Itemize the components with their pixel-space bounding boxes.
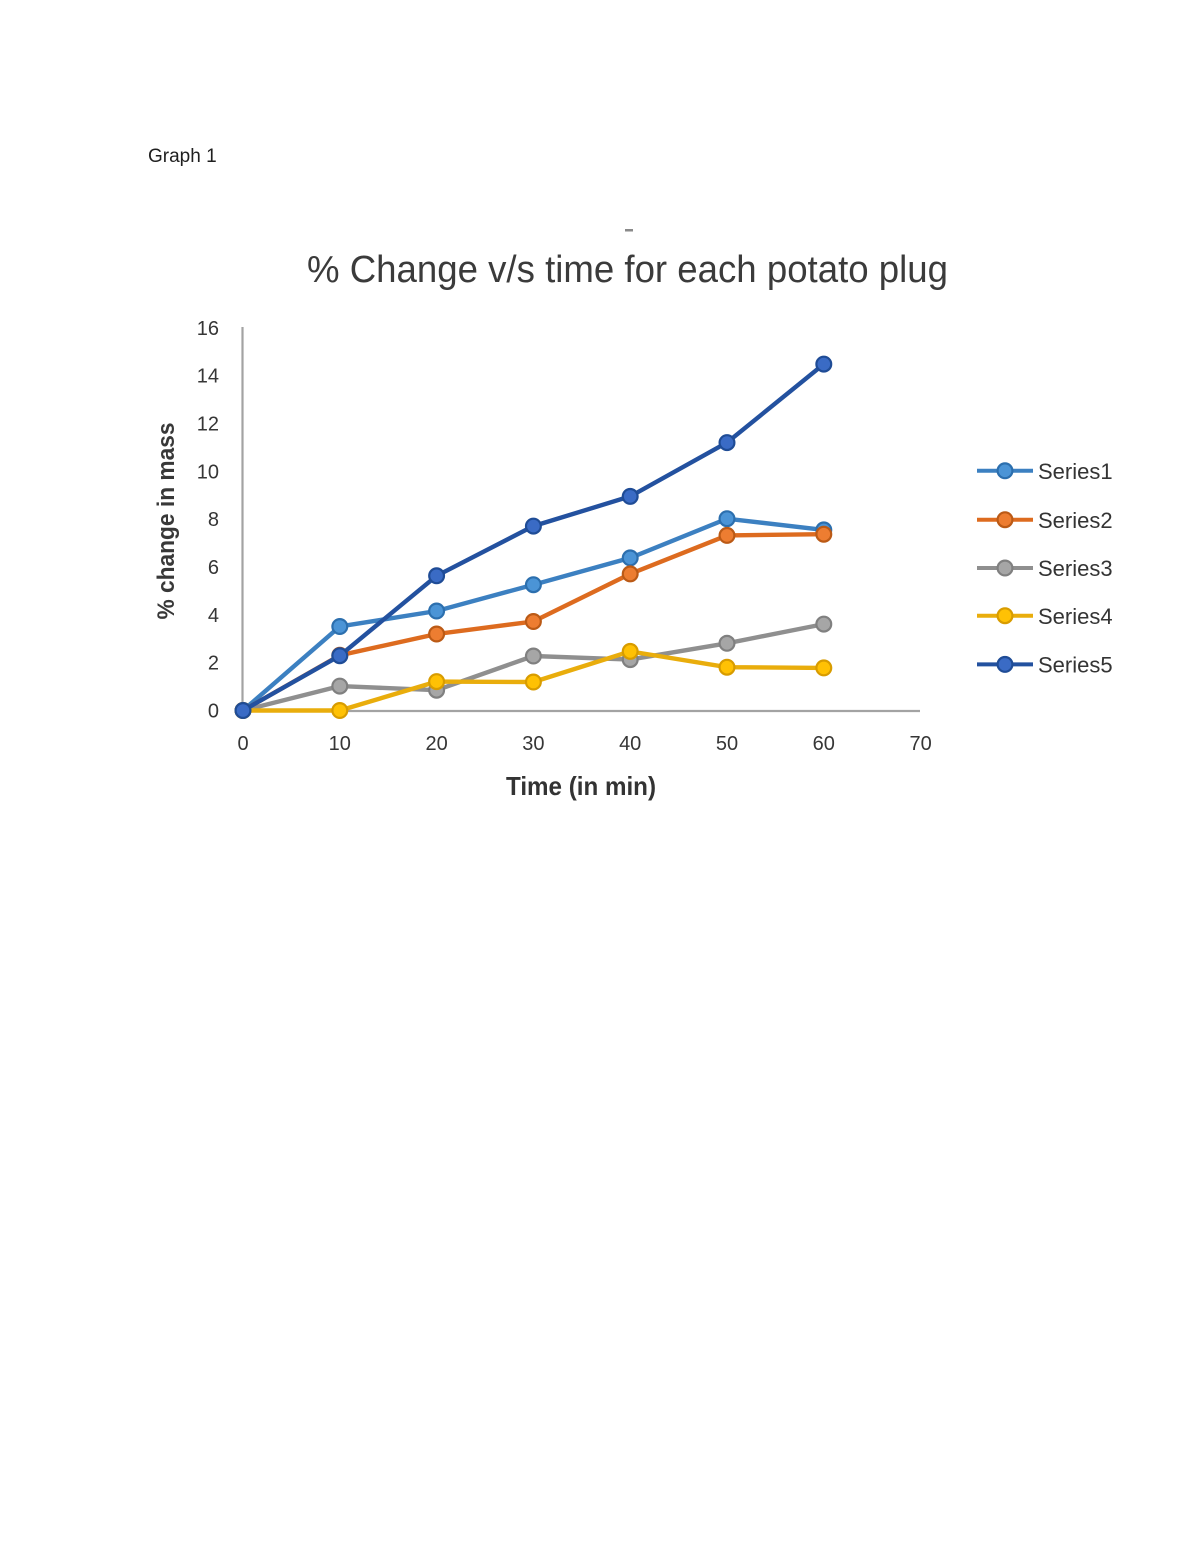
svg-text:16: 16: [197, 318, 219, 340]
svg-text:8: 8: [208, 509, 219, 531]
svg-text:6: 6: [208, 557, 219, 579]
svg-text:12: 12: [197, 414, 219, 436]
svg-text:60: 60: [813, 733, 835, 755]
svg-text:Series1: Series1: [1038, 459, 1113, 484]
svg-text:0: 0: [237, 733, 248, 755]
svg-text:4: 4: [208, 605, 219, 627]
svg-text:30: 30: [522, 733, 544, 755]
svg-text:70: 70: [909, 733, 931, 755]
svg-text:10: 10: [197, 461, 219, 483]
svg-text:20: 20: [425, 733, 447, 755]
svg-text:40: 40: [619, 733, 641, 755]
svg-text:Series2: Series2: [1038, 508, 1113, 533]
svg-text:Time (in min): Time (in min): [506, 771, 656, 801]
svg-text:10: 10: [329, 733, 351, 755]
svg-text:Series5: Series5: [1038, 653, 1113, 678]
svg-text:Graph 1: Graph 1: [148, 146, 217, 167]
svg-text:Series4: Series4: [1038, 604, 1113, 629]
svg-text:% change in mass: % change in mass: [153, 423, 180, 620]
svg-text:Series3: Series3: [1038, 556, 1113, 581]
svg-text:% Change v/s time for each pot: % Change v/s time for each potato plug: [307, 249, 948, 291]
svg-text:50: 50: [716, 733, 738, 755]
svg-text:0: 0: [208, 701, 219, 723]
svg-text:2: 2: [208, 653, 219, 675]
svg-text:14: 14: [197, 366, 219, 388]
